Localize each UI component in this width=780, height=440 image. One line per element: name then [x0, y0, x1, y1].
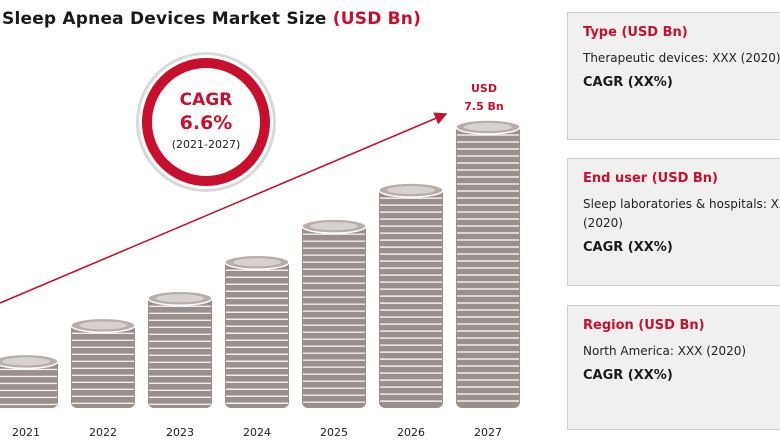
x-tick-label: 2027 [474, 426, 502, 439]
bar-2024 [224, 254, 290, 408]
panel-line: (2020) [583, 216, 623, 230]
cagr-badge: CAGR 6.6% (2021-2027) [142, 58, 270, 186]
bar-2025 [301, 218, 367, 408]
chart-title-main: Sleep Apnea Devices Market Size [2, 9, 327, 29]
panel-description: Sleep laboratories & hospitals: XXX (202… [583, 195, 780, 233]
panel-title: Type (USD Bn) [583, 25, 688, 40]
x-tick-label: 2023 [166, 426, 194, 439]
panel-cagr: CAGR (XX%) [583, 75, 673, 90]
x-tick-label: 2025 [320, 426, 348, 439]
x-tick-label: 2021 [12, 426, 40, 439]
x-axis-ticks: 2021 2022 2023 2024 2025 2026 2027 [12, 426, 502, 439]
cagr-label: CAGR [179, 90, 233, 110]
chart-title-unit: (USD Bn) [332, 9, 422, 29]
bar-chart: 2021 2022 2023 2024 2025 2026 2027 USD 7.5 Bn [0, 82, 521, 439]
cagr-value: 6.6% [179, 112, 233, 134]
bar-2023 [147, 290, 213, 408]
panel-description: North America: XXX (2020) [583, 342, 780, 361]
x-tick-label: 2024 [243, 426, 271, 439]
bar-2021 [0, 353, 59, 408]
x-tick-label: 2026 [397, 426, 425, 439]
chart-area: Sleep Apnea Devices Market Size (USD Bn)… [0, 9, 521, 439]
chart-title: Sleep Apnea Devices Market Size (USD Bn) [2, 9, 421, 29]
value-callout-amount: 7.5 Bn [464, 100, 504, 113]
cagr-period: (2021-2027) [171, 138, 241, 151]
panel-title: Region (USD Bn) [583, 318, 705, 333]
panel-line: North America: XXX (2020) [583, 344, 747, 358]
panel-cagr: CAGR (XX%) [583, 368, 673, 383]
bar-group [0, 119, 521, 408]
panel-line: Therapeutic devices: XXX (2020) [583, 51, 780, 65]
x-tick-label: 2022 [89, 426, 117, 439]
panel-title: End user (USD Bn) [583, 171, 718, 186]
trend-arrow [0, 112, 448, 304]
panel-line: Sleep laboratories & hospitals: XXX [583, 197, 780, 211]
bar-2027 [455, 119, 521, 408]
bar-2026 [378, 182, 444, 408]
panel-end-user: End user (USD Bn) Sleep laboratories & h… [567, 158, 780, 286]
panel-cagr: CAGR (XX%) [583, 240, 673, 255]
value-callout-unit: USD [471, 82, 497, 95]
panel-description: Therapeutic devices: XXX (2020) [583, 49, 780, 68]
panel-type: Type (USD Bn) Therapeutic devices: XXX (… [567, 12, 780, 140]
bar-2022 [70, 317, 136, 408]
panel-region: Region (USD Bn) North America: XXX (2020… [567, 305, 780, 430]
